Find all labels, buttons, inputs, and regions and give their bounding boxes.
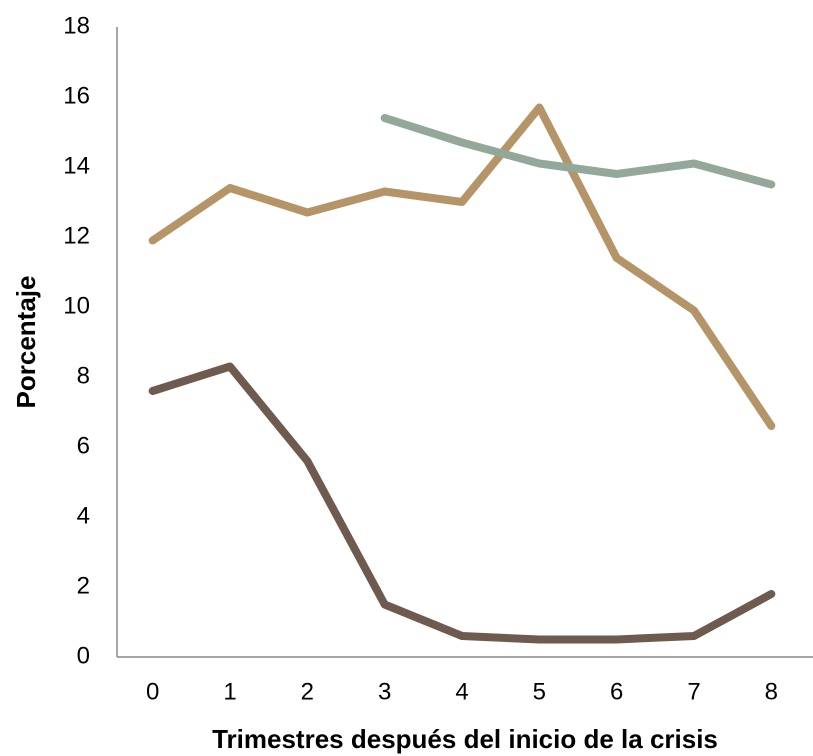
y-tick-label: 10 — [63, 292, 90, 319]
line-series — [148, 103, 776, 430]
x-tick-label: 0 — [146, 678, 159, 705]
x-axis-title: Trimestres después del inicio de la cris… — [212, 724, 718, 754]
x-tick-label: 6 — [610, 678, 623, 705]
line-series — [148, 362, 776, 644]
x-tick-label: 3 — [378, 678, 391, 705]
x-tick-label: 7 — [687, 678, 700, 705]
x-tick-label: 5 — [533, 678, 546, 705]
x-tick-label: 4 — [455, 678, 468, 705]
y-tick-label: 16 — [63, 82, 90, 109]
y-tick-label: 12 — [63, 222, 90, 249]
y-tick-label: 6 — [77, 432, 90, 459]
x-tick-label: 1 — [223, 678, 236, 705]
x-tick-label: 8 — [765, 678, 778, 705]
line-series — [380, 114, 776, 189]
y-tick-label: 18 — [63, 12, 90, 39]
y-tick-label: 4 — [77, 502, 90, 529]
x-tick-label: 2 — [301, 678, 314, 705]
y-tick-label: 0 — [77, 642, 90, 669]
y-axis-title: Porcentaje — [11, 276, 41, 409]
y-tick-label: 8 — [77, 362, 90, 389]
y-tick-label: 14 — [63, 152, 90, 179]
y-tick-label: 2 — [77, 572, 90, 599]
